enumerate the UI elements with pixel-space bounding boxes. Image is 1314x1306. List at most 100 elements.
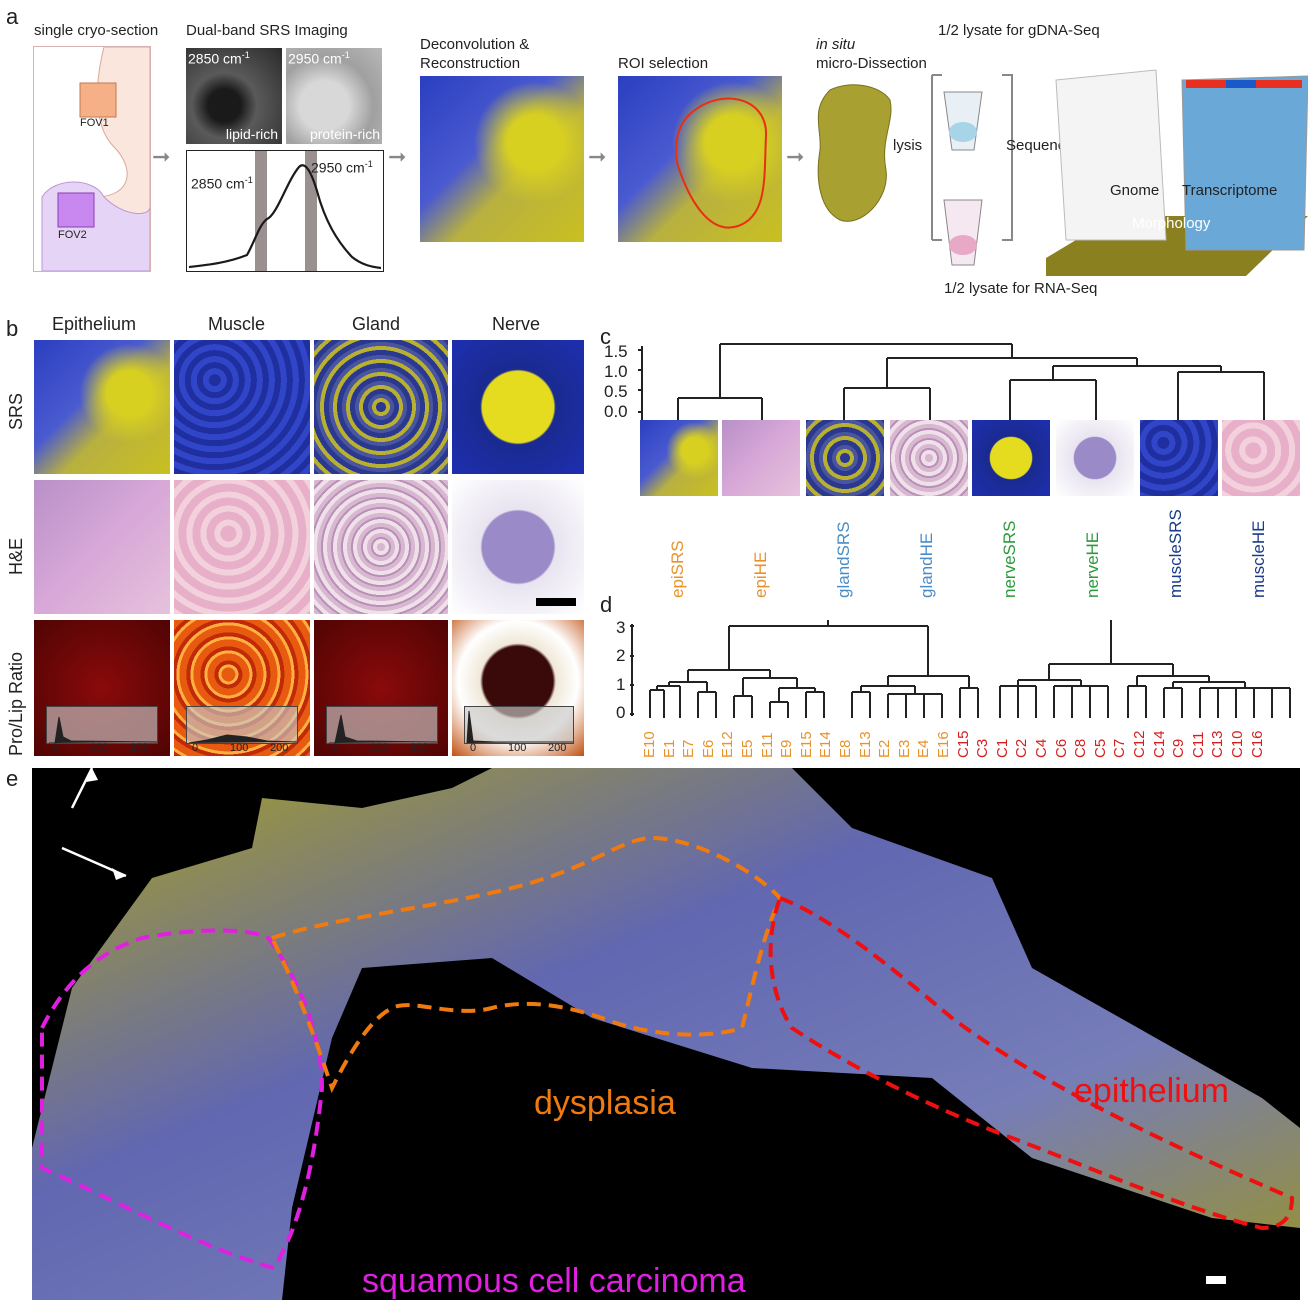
hist-tick: 200 [548, 742, 567, 754]
d-leaf-label: E9 [778, 739, 796, 758]
d-leaf-label: E11 [758, 732, 776, 758]
d-leaf-label: E1 [660, 739, 678, 758]
tissue-outline [41, 46, 151, 272]
panel-d-letter: d [600, 592, 613, 617]
cryo-section-diagram: FOV1 FOV2 [33, 46, 151, 272]
c-thumb-episrs [640, 420, 718, 496]
d-leaf-label: E13 [856, 731, 874, 758]
d-leaf-label: E5 [739, 739, 756, 758]
panel-a-letter: a [6, 4, 19, 29]
gnome-label: Gnome [1110, 182, 1160, 199]
row-srs: SRS [6, 392, 26, 430]
transcriptome-label: Transcriptome [1182, 182, 1278, 199]
d-leaf-label: E7 [680, 739, 698, 758]
d-ytick: 3 [616, 618, 626, 637]
step1-title: single cryo-section [34, 22, 159, 39]
b-muscle-ratio: 0 100 200 [174, 620, 310, 756]
b-epithelium-srs [34, 340, 170, 474]
b-muscle-srs [174, 340, 310, 474]
d-leaf-label: E14 [817, 731, 835, 758]
b-nerve-ratio: 0 100 200 [452, 620, 584, 756]
d-leaf-label: C14 [1150, 730, 1168, 758]
d-ytick: 1 [616, 675, 626, 694]
c-leaf-label: muscleSRS [1166, 509, 1185, 598]
lysate-bottom-label: 1/2 lysate for RNA-Seq [944, 280, 1098, 297]
label-squamous-cell-carcinoma: squamous cell carcinoma [362, 1262, 746, 1300]
hist-tick: 200 [410, 742, 429, 754]
roi-outline [675, 97, 768, 229]
fov2-label: FOV2 [58, 229, 87, 241]
reconstruction-image [420, 76, 584, 242]
histogram-inset [46, 706, 158, 744]
c-ytick: 0.5 [604, 382, 628, 401]
raman-spectrum-plot: 2850 cm-1 2950 cm-1 [186, 150, 384, 272]
d-ytick: 2 [616, 646, 626, 665]
d-leaf-label: C4 [1033, 738, 1050, 758]
c-leaf-label: muscleHE [1249, 520, 1268, 598]
morphology-label: Morphology [1132, 215, 1211, 232]
panel-c-letter: c [600, 324, 611, 349]
dendrogram-d [630, 620, 1291, 718]
img1-label: 2850 cm-1 [188, 50, 250, 67]
c-thumb-musclehe [1222, 420, 1300, 496]
b-gland-ratio: 0 100 200 [314, 620, 448, 756]
img1-caption: lipid-rich [225, 126, 278, 142]
d-leaf-label: C6 [1052, 738, 1070, 758]
c-ytick: 1.5 [604, 342, 628, 361]
col-muscle: Muscle [208, 314, 266, 334]
b-epithelium-he [34, 480, 170, 614]
histogram-inset [464, 706, 574, 744]
step2-title: Dual-band SRS Imaging [186, 22, 348, 39]
c-leaf-label: epiSRS [668, 540, 687, 598]
c-thumb-glandhe [890, 420, 968, 496]
col-epithelium: Epithelium [52, 314, 137, 334]
hist-tick: 0 [192, 742, 199, 754]
spec-label-2950: 2950 cm-1 [311, 159, 373, 176]
row-ratio: Pro/Lip Ratio [6, 651, 26, 756]
step3-title-1: Deconvolution & [420, 36, 530, 53]
d-leaf-label: C2 [1013, 738, 1031, 758]
arrow-right-icon: ➞ [786, 144, 805, 169]
hist-tick: 100 [508, 742, 527, 754]
d-leaf-label: E2 [876, 739, 894, 758]
c-leaf-label: glandSRS [834, 521, 853, 598]
arrow-right-icon: ➞ [388, 144, 407, 169]
d-leaf-label: C13 [1209, 730, 1227, 758]
hist-tick: 0 [470, 742, 477, 754]
c-thumb-nervehe [1056, 420, 1134, 496]
srs-2850-image: 2850 cm-1 lipid-rich [186, 48, 282, 144]
arrow-right-icon: ➞ [588, 144, 607, 169]
d-leaf-label: E3 [895, 739, 913, 758]
d-leaf-label: C12 [1131, 730, 1148, 758]
hist-tick: 200 [270, 742, 289, 754]
b-epithelium-ratio: 0 100 200 [34, 620, 170, 756]
c-leaf-label: epiHE [751, 551, 770, 598]
hist-tick: 0 [52, 742, 59, 754]
panel-b-letter: b [6, 316, 19, 341]
hist-tick: 100 [230, 742, 249, 754]
histogram-inset [186, 706, 298, 744]
hist-tick: 100 [370, 742, 389, 754]
b-nerve-srs [452, 340, 584, 474]
row-he: H&E [6, 537, 26, 575]
lysis-label: lysis [893, 137, 923, 154]
lysate-top-label: 1/2 lysate for gDNA-Seq [938, 22, 1100, 39]
panel-e-letter: e [6, 766, 19, 791]
label-dysplasia: dysplasia [534, 1084, 676, 1122]
b-nerve-he [452, 480, 584, 614]
multiomics-3d-figure: Gnome Transcriptome Morphology [1046, 40, 1309, 276]
c-ytick: 1.0 [604, 362, 628, 381]
hist-tick: 0 [332, 742, 339, 754]
d-ytick: 0 [616, 703, 626, 722]
img2-caption: protein-rich [309, 126, 380, 142]
hist-tick: 200 [130, 742, 149, 754]
img2-label: 2950 cm-1 [288, 50, 350, 67]
d-leaf-label: C5 [1091, 738, 1109, 758]
c-thumb-epihe [722, 420, 800, 496]
srs-2950-image: 2950 cm-1 protein-rich [286, 48, 382, 144]
c-thumb-nervesrs [972, 420, 1050, 496]
step5-title-1: in situ [816, 36, 856, 53]
d-leaf-label: C9 [1170, 738, 1188, 758]
d-leaf-label: E16 [935, 731, 952, 758]
tissue-mosaic [32, 768, 1300, 1300]
